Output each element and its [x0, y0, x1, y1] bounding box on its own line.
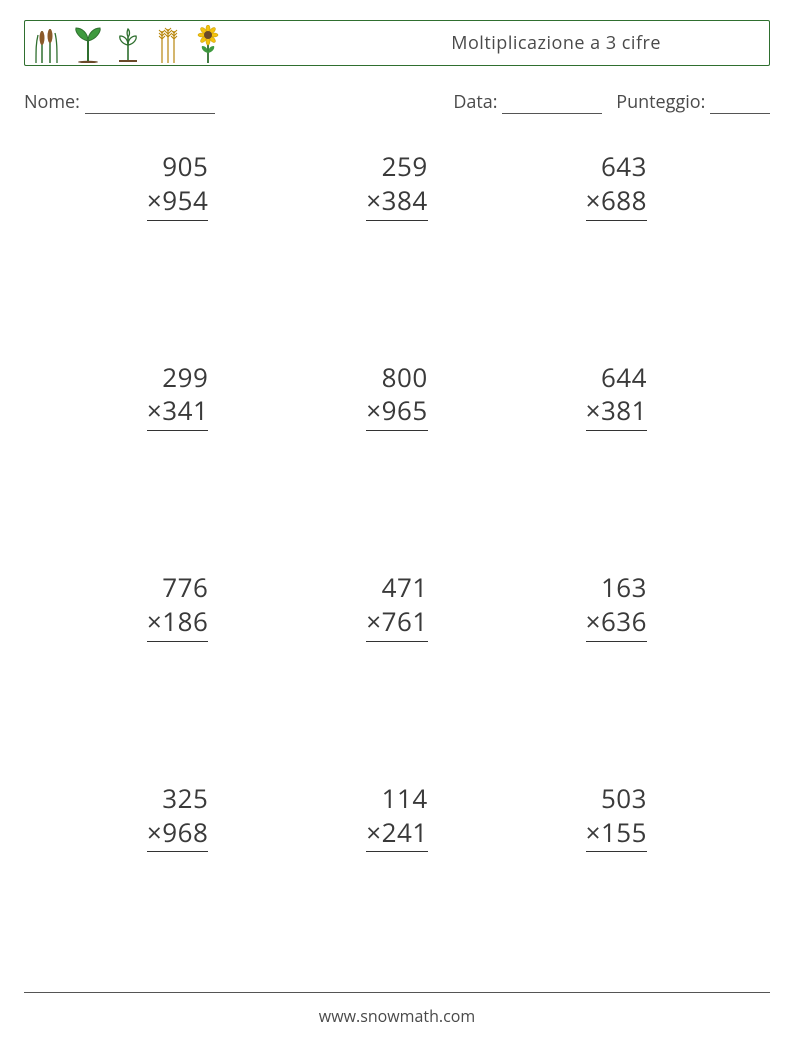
cattail-icon [31, 23, 65, 63]
problem-cell: 325×968 [68, 782, 287, 853]
multiplier: ×241 [366, 816, 427, 853]
problem-cell: 905×954 [68, 150, 287, 221]
multiplicand: 163 [586, 571, 647, 605]
multiplier: ×968 [147, 816, 208, 853]
multiplication-problem: 643×688 [586, 150, 647, 221]
multiplication-problem: 471×761 [366, 571, 427, 642]
multiplication-problem: 776×186 [147, 571, 208, 642]
multiplication-problem: 114×241 [366, 782, 427, 853]
multiplier: ×381 [586, 394, 647, 431]
worksheet-title: Moltiplicazione a 3 cifre [451, 31, 761, 55]
multiplicand: 259 [366, 150, 427, 184]
problem-cell: 800×965 [287, 361, 506, 432]
date-label: Data: [453, 90, 497, 114]
multiplication-problem: 800×965 [366, 361, 427, 432]
plant-icon-row [31, 23, 225, 63]
multiplier: ×761 [366, 605, 427, 642]
problem-cell: 114×241 [287, 782, 506, 853]
multiplication-problem: 299×341 [147, 361, 208, 432]
problem-cell: 471×761 [287, 571, 506, 642]
footer-rule [24, 992, 770, 993]
multiplication-problem: 644×381 [586, 361, 647, 432]
multiplier: ×636 [586, 605, 647, 642]
seedling-icon [111, 23, 145, 63]
header-banner: Moltiplicazione a 3 cifre [24, 20, 770, 66]
multiplier: ×341 [147, 394, 208, 431]
multiplication-problem: 325×968 [147, 782, 208, 853]
footer-text: www.snowmath.com [0, 1005, 794, 1027]
multiplicand: 299 [147, 361, 208, 395]
wheat-icon [151, 23, 185, 63]
problem-cell: 644×381 [507, 361, 726, 432]
sunflower-icon [191, 23, 225, 63]
score-label: Punteggio: [616, 90, 705, 114]
multiplier: ×688 [586, 184, 647, 221]
multiplicand: 325 [147, 782, 208, 816]
problem-cell: 299×341 [68, 361, 287, 432]
problem-cell: 163×636 [507, 571, 726, 642]
multiplier: ×384 [366, 184, 427, 221]
multiplicand: 800 [366, 361, 427, 395]
meta-row: Nome: Data: Punteggio: [24, 90, 770, 114]
multiplier: ×965 [366, 394, 427, 431]
problem-cell: 259×384 [287, 150, 506, 221]
score-blank [710, 94, 770, 114]
multiplicand: 503 [586, 782, 647, 816]
multiplication-problem: 905×954 [147, 150, 208, 221]
name-blank [85, 94, 215, 114]
name-label: Nome: [24, 90, 80, 114]
problem-cell: 776×186 [68, 571, 287, 642]
multiplier: ×186 [147, 605, 208, 642]
problems-grid: 905×954259×384643×688299×341800×965644×3… [24, 150, 770, 852]
multiplicand: 114 [366, 782, 427, 816]
multiplication-problem: 163×636 [586, 571, 647, 642]
sprout-icon [71, 23, 105, 63]
multiplicand: 776 [147, 571, 208, 605]
multiplicand: 471 [366, 571, 427, 605]
multiplication-problem: 503×155 [586, 782, 647, 853]
multiplicand: 644 [586, 361, 647, 395]
multiplicand: 905 [147, 150, 208, 184]
multiplicand: 643 [586, 150, 647, 184]
multiplier: ×954 [147, 184, 208, 221]
date-blank [502, 94, 602, 114]
multiplication-problem: 259×384 [366, 150, 427, 221]
problem-cell: 643×688 [507, 150, 726, 221]
multiplier: ×155 [586, 816, 647, 853]
problem-cell: 503×155 [507, 782, 726, 853]
